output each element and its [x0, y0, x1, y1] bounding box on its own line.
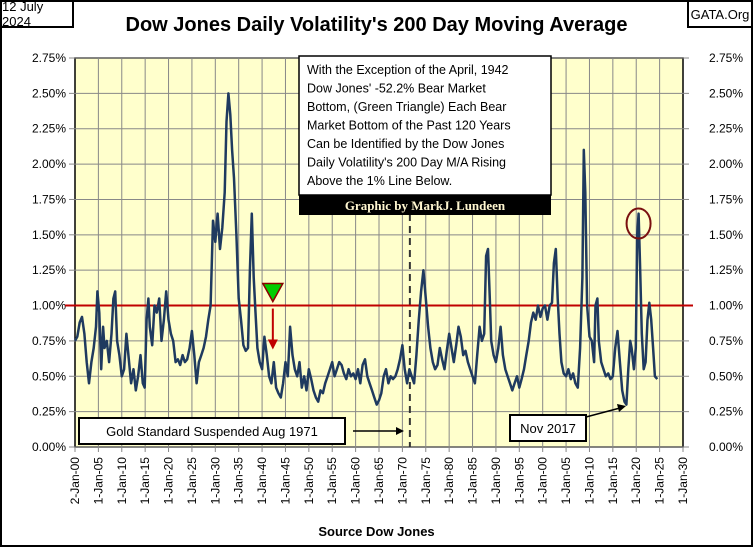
- y-tick-label-left: 1.50%: [32, 228, 66, 242]
- y-tick-label-right: 2.75%: [709, 51, 743, 65]
- x-tick-label: 1-Jan-20: [162, 457, 176, 505]
- x-axis: 2-Jan-00 1-Jan-05 1-Jan-10 1-Jan-15 1-Jan-20…: [68, 447, 690, 504]
- y-tick-label-right: 1.00%: [709, 299, 743, 313]
- gold-standard-annotation: Gold Standard Suspended Aug 1971: [78, 417, 404, 445]
- y-tick-label-left: 0.00%: [32, 440, 66, 454]
- y-tick-label-left: 2.50%: [32, 86, 66, 100]
- x-tick-label: 1-Jan-05: [559, 457, 573, 505]
- x-tick-label: 1-Jan-65: [372, 457, 386, 505]
- y-tick-label-left: 2.75%: [32, 51, 66, 65]
- y-tick-label-right: 2.25%: [709, 122, 743, 136]
- x-tick-label: 1-Jan-80: [442, 457, 456, 505]
- x-tick-label: 2-Jan-00: [68, 457, 82, 505]
- y-tick-label-right: 0.75%: [709, 334, 743, 348]
- green-triangle-marker: [261, 282, 285, 304]
- y-tick-label-left: 0.75%: [32, 334, 66, 348]
- peak-circle-2020: [625, 207, 652, 240]
- x-tick-label: 1-Jan-45: [278, 457, 292, 505]
- textbox-line: Market Bottom of the Past 120 Years: [307, 119, 511, 133]
- y-tick-label-left: 0.25%: [32, 405, 66, 419]
- textbox-line: Above the 1% Line Below.: [307, 174, 452, 188]
- y-tick-label-left: 1.75%: [32, 192, 66, 206]
- textbox-line: Bottom, (Green Triangle) Each Bear: [307, 100, 506, 114]
- x-tick-label: 1-Jan-95: [512, 457, 526, 505]
- y-tick-label-right: 1.50%: [709, 228, 743, 242]
- y-tick-label-right: 0.25%: [709, 405, 743, 419]
- nov-2017-annotation: Nov 2017: [509, 404, 626, 442]
- x-tick-label: 1-Jan-60: [349, 457, 363, 505]
- x-tick-label: 1-Jan-25: [185, 457, 199, 505]
- annotation-textbox: With the Exception of the April, 1942 Dow…: [298, 55, 552, 215]
- y-tick-label-right: 2.50%: [709, 86, 743, 100]
- x-tick-label: 1-Jan-25: [653, 457, 667, 505]
- volatility-series-line: [73, 92, 659, 406]
- x-tick-label: 1-Jan-30: [208, 457, 222, 505]
- y-tick-label-left: 1.25%: [32, 263, 66, 277]
- x-tick-label: 1-Jan-05: [91, 457, 105, 505]
- y-axis-right: 0.00% 0.25% 0.50% 0.75% 1.00% 1.25% 1.50% 1.75%…: [683, 51, 743, 454]
- y-tick-label-left: 2.00%: [32, 157, 66, 171]
- textbox-line: Can be Identified by the Dow Jones: [307, 137, 504, 151]
- x-tick-label: 1-Jan-15: [606, 457, 620, 505]
- y-tick-label-right: 0.00%: [709, 440, 743, 454]
- x-tick-label: 1-Jan-55: [325, 457, 339, 505]
- x-tick-label: 1-Jan-10: [582, 457, 596, 505]
- textbox-line: With the Exception of the April, 1942: [307, 63, 509, 77]
- gold-standard-text: Gold Standard Suspended Aug 1971: [106, 424, 318, 439]
- svg-text:With the Exception of the Apri: With the Exception of the April, 1942 Dow…: [307, 63, 511, 188]
- date-label: 12 July 2024: [2, 0, 74, 29]
- nov-2017-text: Nov 2017: [520, 421, 576, 436]
- x-tick-label: 1-Jan-35: [232, 457, 246, 505]
- textbox-line: Dow Jones' -52.2% Bear Market: [307, 82, 486, 96]
- x-tick-label: 1-Jan-75: [419, 457, 433, 505]
- y-tick-label-left: 0.50%: [32, 369, 66, 383]
- textbox-line: Daily Volatility's 200 Day M/A Rising: [307, 156, 506, 170]
- x-tick-label: 1-Jan-40: [255, 457, 269, 505]
- x-tick-label: 1-Jan-10: [115, 457, 129, 505]
- x-tick-label: 1-Jan-15: [138, 457, 152, 505]
- x-tick-label: 1-Jan-85: [466, 457, 480, 505]
- y-tick-label-left: 1.00%: [32, 299, 66, 313]
- y-tick-label-right: 2.00%: [709, 157, 743, 171]
- credit-text: Graphic by MarkJ. Lundeen: [345, 198, 506, 213]
- x-tick-label: 1-Jan-30: [676, 457, 690, 505]
- x-tick-label: 1-Jan-50: [302, 457, 316, 505]
- chart-title: Dow Jones Daily Volatility's 200 Day Mov…: [125, 14, 628, 36]
- y-tick-label-right: 0.50%: [709, 369, 743, 383]
- y-tick-label-right: 1.75%: [709, 192, 743, 206]
- y-tick-label-left: 2.25%: [32, 122, 66, 136]
- red-arrowhead: [267, 339, 278, 350]
- source-label: Source Dow Jones: [318, 524, 435, 539]
- x-tick-label: 1-Jan-20: [629, 457, 643, 505]
- y-axis-left: 0.00% 0.25% 0.50% 0.75% 1.00% 1.25% 1.50% 1.75%…: [32, 51, 75, 454]
- site-label: GATA.Org: [687, 2, 751, 28]
- y-tick-label-right: 1.25%: [709, 263, 743, 277]
- x-tick-label: 1-Jan-90: [489, 457, 503, 505]
- x-tick-label: 1-Jan-00: [536, 457, 550, 505]
- x-tick-label: 1-Jan-70: [395, 457, 409, 505]
